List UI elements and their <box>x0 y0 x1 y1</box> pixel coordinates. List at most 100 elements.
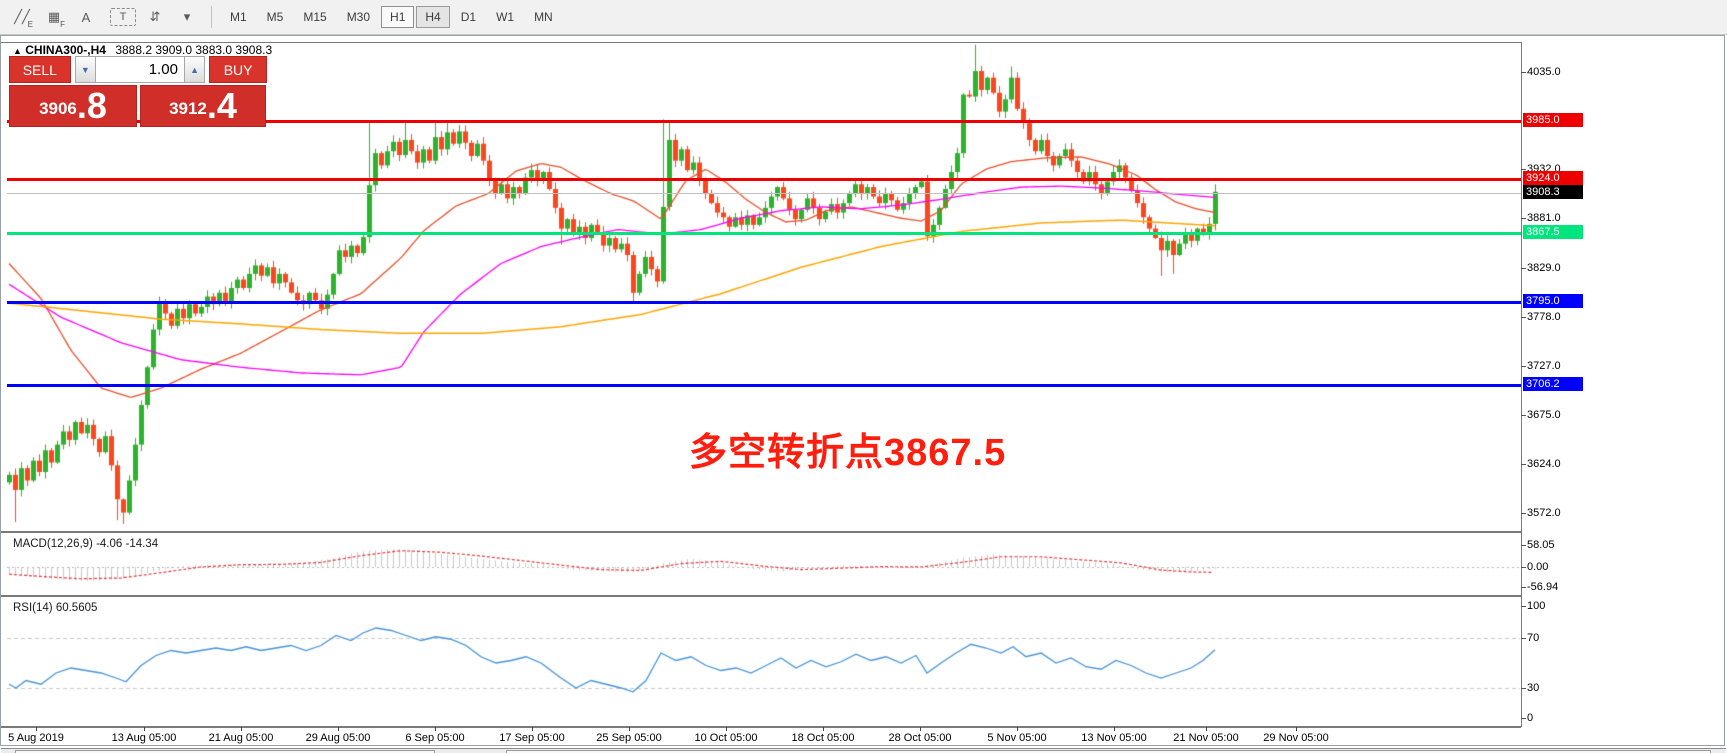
time-axis-separator <box>1 726 1521 728</box>
chart-text-annotation[interactable]: 多空转折点3867.5 <box>689 432 1007 474</box>
horizontal-level-line-3924.0[interactable] <box>7 178 1521 181</box>
time-axis-label: 18 Oct 05:00 <box>791 732 855 744</box>
time-tick-mark <box>241 727 242 731</box>
axis-tick-mark <box>1521 415 1526 416</box>
text-box-icon[interactable]: T <box>110 8 136 26</box>
axis-tick-mark <box>1521 513 1526 514</box>
time-axis-label: 6 Sep 05:00 <box>405 732 465 744</box>
timeframe-button-mn[interactable]: MN <box>534 10 553 24</box>
time-axis-label: 13 Nov 05:00 <box>1081 732 1147 744</box>
axis-tick-mark <box>1521 718 1526 719</box>
rsi-panel-canvas[interactable] <box>7 598 1520 726</box>
horizontal-level-line-3795.0[interactable] <box>7 301 1521 304</box>
time-tick-mark <box>532 727 533 731</box>
time-axis-label: 21 Aug 05:00 <box>208 732 274 744</box>
toolbar-icon-group: ╱╱ E ▦ F A T ⇵ ▾ <box>6 4 203 30</box>
price-axis-label: 0 <box>1527 712 1534 724</box>
sell-price-main: 3906 <box>39 99 77 118</box>
time-tick-mark <box>1296 727 1297 731</box>
dropdown-caret-icon[interactable]: ▾ <box>183 9 191 24</box>
timeframe-button-d1[interactable]: D1 <box>460 10 477 24</box>
axis-tick-mark <box>1521 638 1526 639</box>
macd-label: MACD(12,26,9) -4.06 -14.34 <box>13 538 159 550</box>
toolbar: ╱╱ E ▦ F A T ⇵ ▾ M1 M5 M15 M30 H1 H4 D1 W1 MN <box>0 0 1727 35</box>
axis-tick-mark <box>1521 688 1526 689</box>
horizontal-level-line-3867.5[interactable] <box>7 232 1521 235</box>
volume-increase-button[interactable]: ▲ <box>183 56 206 83</box>
sell-button[interactable]: SELL <box>9 56 71 83</box>
timeframe-button-m1[interactable]: M1 <box>230 10 247 24</box>
price-axis-border <box>1521 42 1522 727</box>
fibonacci-grid-icon[interactable]: ▦ F <box>47 9 65 29</box>
price-axis-label: 3727.0 <box>1527 360 1561 372</box>
axis-tick-mark <box>1521 606 1526 607</box>
price-axis-label: 3675.0 <box>1527 409 1561 421</box>
axis-tick-mark <box>1521 317 1526 318</box>
timeframe-button-w1[interactable]: W1 <box>496 10 515 24</box>
price-axis-label: 3881.0 <box>1527 212 1561 224</box>
time-axis-label: 5 Aug 2019 <box>8 732 64 744</box>
axis-tick-mark <box>1521 545 1526 546</box>
time-axis-label: 29 Nov 05:00 <box>1263 732 1329 744</box>
horizontal-level-line-3706.2[interactable] <box>7 384 1521 387</box>
timeframe-button-h1[interactable]: H1 <box>381 6 415 28</box>
axis-tick-mark <box>1521 366 1526 367</box>
time-tick-mark <box>726 727 727 731</box>
price-axis-label: 3829.0 <box>1527 262 1561 274</box>
macd-panel-separator[interactable] <box>1 531 1521 533</box>
text-label-icon[interactable]: A <box>81 9 91 25</box>
time-axis-label: 25 Sep 05:00 <box>596 732 662 744</box>
price-badge-3908.3: 3908.3 <box>1523 185 1583 199</box>
axis-tick-mark <box>1521 169 1526 170</box>
buy-price-box[interactable]: 3912 .4 <box>140 85 266 127</box>
axis-tick-mark <box>1521 72 1526 73</box>
bottom-window-strip <box>1 748 1726 753</box>
time-axis-label: 21 Nov 05:00 <box>1173 732 1239 744</box>
channel-lines-icon[interactable]: ╱╱ E <box>14 9 33 29</box>
time-tick-mark <box>1206 727 1207 731</box>
rsi-panel-separator[interactable] <box>1 595 1521 597</box>
time-axis-label: 28 Oct 05:00 <box>888 732 952 744</box>
volume-input[interactable] <box>95 56 184 83</box>
volume-decrease-button[interactable]: ▼ <box>74 56 96 83</box>
horizontal-level-line-3908.3[interactable] <box>7 193 1521 194</box>
price-badge-3924.0: 3924.0 <box>1523 171 1583 185</box>
bottom-strip-segment <box>506 750 1711 753</box>
buy-price-main: 3912 <box>169 99 207 118</box>
price-axis-label: 3624.0 <box>1527 458 1561 470</box>
sell-price-big-digit: .8 <box>76 85 107 126</box>
timeframe-button-m5[interactable]: M5 <box>266 10 284 24</box>
time-tick-mark <box>435 727 436 731</box>
time-tick-mark <box>629 727 630 731</box>
timeframe-button-h4[interactable]: H4 <box>416 6 450 28</box>
price-badge-3867.5: 3867.5 <box>1523 225 1583 239</box>
time-tick-mark <box>338 727 339 731</box>
arrange-arrows-icon[interactable]: ⇵ <box>149 9 161 24</box>
buy-price-big-digit: .4 <box>206 85 237 126</box>
price-axis-label: 100 <box>1527 600 1546 612</box>
buy-button[interactable]: BUY <box>209 56 267 83</box>
time-tick-mark <box>36 727 37 731</box>
plot-top-border <box>1 42 1521 43</box>
stepper-up-icon: ▲ <box>190 64 199 75</box>
time-tick-mark <box>823 727 824 731</box>
timeframe-button-m30[interactable]: M30 <box>346 10 371 24</box>
toolbar-separator <box>211 6 212 28</box>
time-axis-label: 5 Nov 05:00 <box>987 732 1047 744</box>
price-axis-label: -56.94 <box>1527 581 1559 593</box>
price-axis-label: 3572.0 <box>1527 507 1561 519</box>
sell-price-box[interactable]: 3906 .8 <box>9 85 137 127</box>
time-tick-mark <box>1114 727 1115 731</box>
price-axis-label: 3778.0 <box>1527 311 1561 323</box>
time-axis-label: 13 Aug 05:00 <box>111 732 177 744</box>
price-axis-label: 70 <box>1527 632 1540 644</box>
axis-tick-mark <box>1521 464 1526 465</box>
horizontal-level-line-3985.0[interactable] <box>7 120 1521 123</box>
rsi-label: RSI(14) 60.5605 <box>13 602 98 614</box>
timeframe-button-m15[interactable]: M15 <box>303 10 327 24</box>
time-axis-label: 17 Sep 05:00 <box>499 732 565 744</box>
macd-panel-canvas[interactable] <box>7 534 1520 595</box>
price-badge-3795.0: 3795.0 <box>1523 294 1583 308</box>
chart-window: ▲ CHINA300-,H4 3888.2 3909.0 3883.0 3908… <box>0 35 1726 753</box>
